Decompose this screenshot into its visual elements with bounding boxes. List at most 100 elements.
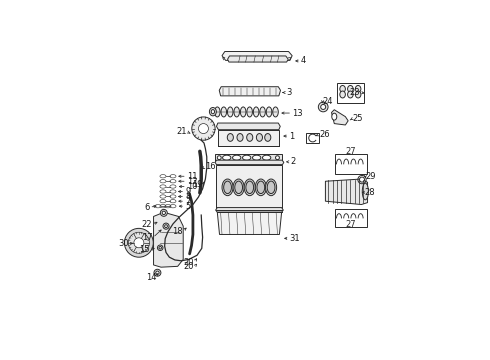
Text: 2: 2	[290, 157, 295, 166]
Text: 26: 26	[320, 130, 330, 139]
Text: 30: 30	[119, 239, 129, 248]
Ellipse shape	[162, 211, 166, 215]
Ellipse shape	[215, 107, 220, 117]
Ellipse shape	[227, 134, 233, 141]
Text: 28: 28	[364, 188, 375, 197]
Ellipse shape	[267, 181, 275, 194]
Ellipse shape	[355, 85, 361, 93]
Text: 5: 5	[185, 202, 191, 211]
Ellipse shape	[217, 156, 221, 159]
Ellipse shape	[340, 91, 345, 98]
Ellipse shape	[256, 134, 263, 141]
Text: 29: 29	[366, 172, 376, 181]
Polygon shape	[332, 110, 348, 125]
Ellipse shape	[237, 134, 243, 141]
Ellipse shape	[252, 155, 261, 160]
Text: 13: 13	[292, 109, 303, 118]
Text: 6: 6	[144, 203, 149, 212]
Text: 16: 16	[205, 162, 216, 171]
Polygon shape	[217, 212, 282, 234]
Ellipse shape	[243, 155, 251, 160]
Polygon shape	[153, 212, 183, 267]
Ellipse shape	[241, 107, 246, 117]
Ellipse shape	[233, 179, 244, 196]
Text: 14: 14	[146, 273, 156, 282]
Polygon shape	[219, 130, 279, 146]
Ellipse shape	[266, 179, 277, 196]
Ellipse shape	[255, 179, 267, 196]
Text: 31: 31	[290, 234, 300, 243]
Ellipse shape	[222, 179, 233, 196]
Ellipse shape	[320, 104, 326, 109]
Ellipse shape	[209, 108, 217, 116]
Ellipse shape	[347, 85, 353, 93]
Ellipse shape	[156, 271, 159, 274]
Ellipse shape	[233, 155, 241, 160]
Ellipse shape	[340, 85, 345, 93]
Polygon shape	[227, 56, 288, 62]
Text: 15: 15	[139, 245, 149, 254]
Text: 25: 25	[353, 114, 363, 123]
Circle shape	[198, 123, 208, 134]
Ellipse shape	[266, 107, 272, 117]
Polygon shape	[217, 165, 282, 210]
Ellipse shape	[244, 179, 255, 196]
Ellipse shape	[222, 155, 231, 160]
Ellipse shape	[165, 225, 168, 228]
Polygon shape	[219, 87, 280, 96]
Text: 11: 11	[187, 172, 197, 181]
Ellipse shape	[157, 245, 163, 251]
Ellipse shape	[347, 91, 353, 98]
Ellipse shape	[355, 91, 361, 98]
Text: 1: 1	[290, 131, 294, 140]
Text: 20: 20	[184, 262, 195, 271]
Polygon shape	[222, 51, 292, 60]
Ellipse shape	[360, 177, 365, 182]
Ellipse shape	[246, 181, 254, 194]
Text: 12: 12	[187, 177, 197, 186]
Ellipse shape	[154, 269, 161, 276]
Ellipse shape	[257, 181, 265, 194]
Polygon shape	[215, 160, 284, 165]
Text: 22: 22	[142, 220, 152, 229]
Text: 4: 4	[301, 57, 306, 66]
Ellipse shape	[246, 134, 253, 141]
Ellipse shape	[318, 102, 328, 112]
Text: 24: 24	[322, 98, 333, 107]
Ellipse shape	[227, 107, 233, 117]
Ellipse shape	[247, 107, 252, 117]
Ellipse shape	[260, 107, 266, 117]
Text: 8: 8	[185, 192, 191, 201]
Bar	[335, 154, 368, 174]
Text: 23: 23	[349, 88, 360, 97]
Ellipse shape	[211, 109, 215, 114]
Circle shape	[124, 228, 153, 257]
Ellipse shape	[273, 107, 278, 117]
Ellipse shape	[234, 107, 240, 117]
Text: 20: 20	[184, 258, 195, 267]
Text: 21: 21	[177, 127, 187, 136]
Ellipse shape	[221, 107, 226, 117]
Ellipse shape	[275, 156, 279, 159]
Circle shape	[134, 238, 144, 248]
Text: 19: 19	[192, 180, 203, 189]
Text: 18: 18	[172, 227, 183, 236]
Text: 27: 27	[345, 220, 356, 229]
Ellipse shape	[160, 210, 167, 216]
Text: 10: 10	[187, 182, 197, 191]
Bar	[306, 133, 319, 143]
Text: 9: 9	[185, 187, 191, 196]
Ellipse shape	[253, 107, 259, 117]
Polygon shape	[215, 154, 282, 161]
Text: 3: 3	[286, 88, 292, 97]
Ellipse shape	[263, 155, 271, 160]
Circle shape	[192, 117, 215, 140]
Polygon shape	[216, 208, 283, 212]
Text: 7: 7	[185, 197, 191, 206]
Ellipse shape	[159, 247, 161, 249]
Polygon shape	[217, 123, 280, 130]
Ellipse shape	[265, 134, 271, 141]
Ellipse shape	[332, 113, 337, 120]
Text: 27: 27	[345, 147, 356, 156]
Circle shape	[128, 232, 149, 253]
